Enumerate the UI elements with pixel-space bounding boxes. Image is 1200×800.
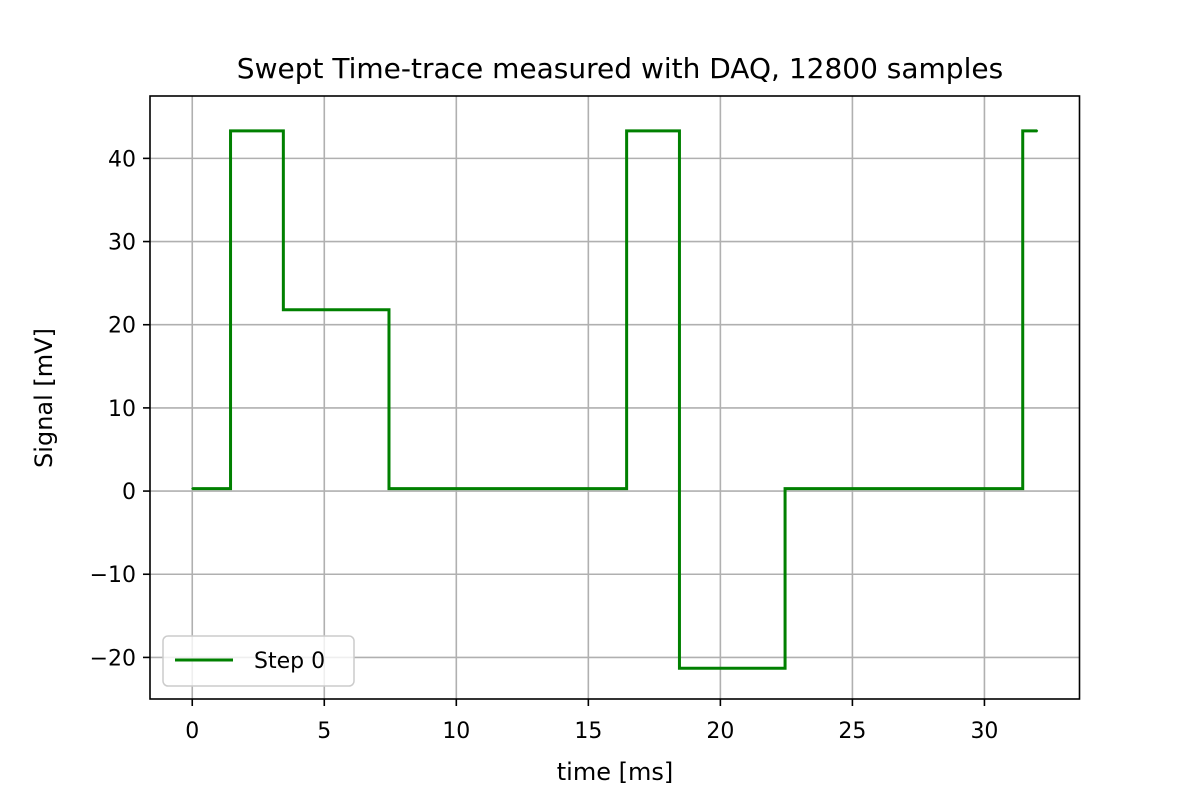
- x-axis-label: time [ms]: [557, 758, 673, 786]
- y-axis-label: Signal [mV]: [30, 328, 58, 468]
- data-point: [1036, 130, 1039, 132]
- data-point: [625, 130, 628, 132]
- ticks: 0 5 10 15 20 25 30 −20 −10 0 10 20 30 40: [90, 147, 999, 744]
- data-point: [625, 487, 628, 490]
- x-tick-label: 5: [317, 719, 331, 744]
- chart-title: Swept Time-trace measured with DAQ, 1280…: [237, 52, 1003, 85]
- series-line-0: [192, 129, 1038, 670]
- x-tick-label: 30: [970, 719, 998, 744]
- y-tick-label: 30: [108, 231, 136, 256]
- data-point: [1021, 487, 1024, 490]
- data-point: [1021, 130, 1024, 132]
- data-point: [229, 130, 232, 132]
- y-tick-label: 10: [108, 397, 136, 422]
- y-tick-label: 20: [108, 314, 136, 339]
- data-point: [282, 130, 285, 132]
- data-point: [191, 487, 194, 490]
- data-point: [282, 308, 285, 311]
- data-point: [784, 667, 786, 670]
- y-tick-label: −20: [90, 646, 136, 671]
- y-tick-label: −10: [90, 563, 136, 588]
- x-tick-label: 15: [574, 719, 602, 744]
- grid: [150, 96, 1080, 699]
- x-tick-label: 0: [185, 719, 199, 744]
- data-point: [388, 308, 390, 311]
- data-point: [678, 130, 681, 132]
- x-tick-label: 10: [442, 719, 470, 744]
- y-tick-label: 40: [108, 147, 136, 172]
- legend-box: [162, 635, 355, 687]
- y-tick-label: 0: [122, 480, 136, 505]
- series-layer: [191, 129, 1039, 670]
- legend-label-step-0: Step 0: [254, 649, 325, 674]
- x-tick-label: 25: [838, 719, 866, 744]
- data-point: [678, 667, 681, 670]
- data-point: [388, 487, 390, 490]
- data-point: [784, 487, 786, 490]
- legend: Step 0: [162, 635, 355, 687]
- x-tick-label: 20: [706, 719, 734, 744]
- plot-frame: [149, 95, 1081, 700]
- data-point: [229, 487, 232, 490]
